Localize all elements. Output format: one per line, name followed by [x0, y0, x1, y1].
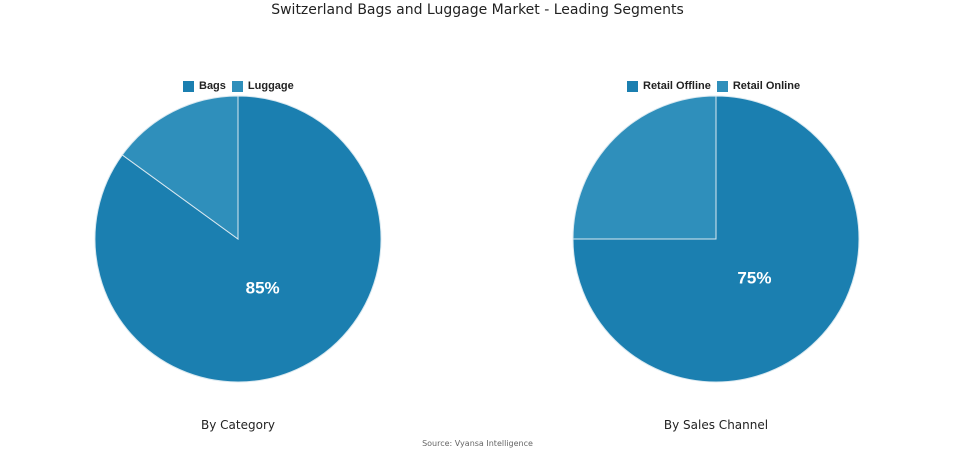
legend-category: Bags Luggage — [183, 80, 294, 92]
legend-swatch-luggage — [231, 80, 243, 92]
legend-label-luggage: Luggage — [247, 80, 294, 92]
pie-slice-retail-offline — [572, 95, 860, 383]
data-label-bags: 85% — [246, 278, 280, 297]
legend-swatch-retail-offline — [627, 80, 638, 92]
legend-item-retail-online: Retail Online — [716, 80, 801, 92]
caption-by-sales-channel: By Sales Channel — [663, 418, 769, 432]
legend-label-bags: Bags — [199, 80, 226, 92]
chart-title: Switzerland Bags and Luggage Market - Le… — [271, 2, 684, 18]
legend-item-luggage: Luggage — [231, 80, 294, 92]
pie-slice-bags — [94, 95, 382, 383]
legend-item-retail-offline: Retail Offline — [627, 80, 711, 92]
legend-swatch-retail-online — [716, 80, 728, 92]
legend-swatch-bags — [183, 80, 194, 92]
source-note: Source: Vyansa Intelligence — [422, 439, 533, 448]
pie-slice-luggage — [121, 95, 239, 240]
legend-label-retail-online: Retail Online — [732, 80, 801, 92]
caption-by-category: By Category — [201, 418, 275, 432]
pie-slice-retail-online — [572, 95, 717, 240]
legend-sales-channel: Retail Offline Retail Online — [627, 80, 800, 92]
legend-label-retail-offline: Retail Offline — [643, 80, 711, 92]
data-label-retail-offline: 75% — [737, 268, 771, 287]
legend-item-bags: Bags — [183, 80, 226, 92]
